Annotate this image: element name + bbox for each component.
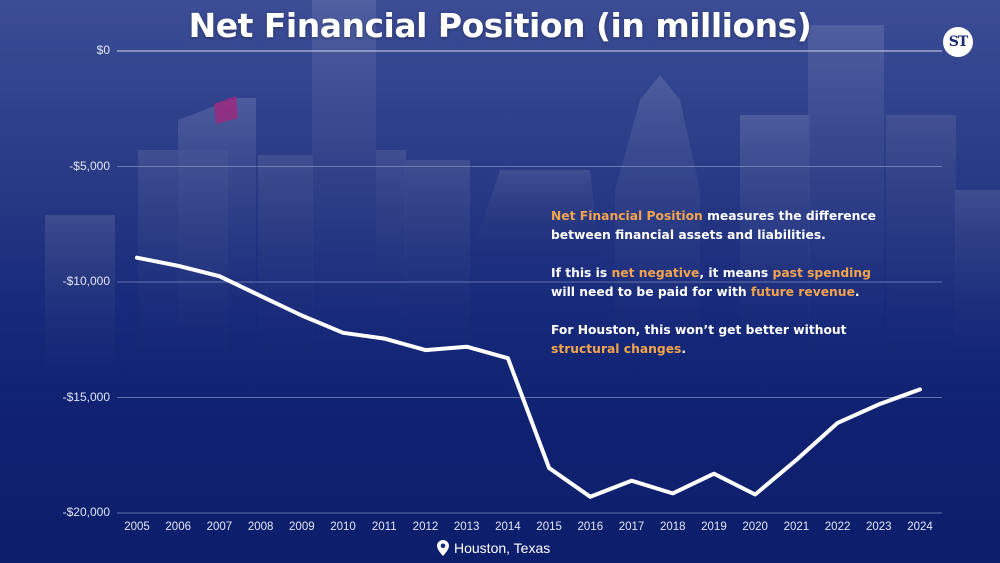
annotation-highlight: net negative: [611, 266, 700, 280]
x-tick-label: 2024: [907, 521, 933, 533]
data-point: [753, 492, 757, 497]
annotation-text: For Houston, this won’t get better witho…: [551, 323, 847, 337]
data-point: [382, 336, 386, 341]
x-tick-label: 2017: [618, 521, 645, 533]
x-tick-label: 2006: [165, 521, 191, 533]
annotation-text: measures the difference between financia…: [551, 209, 876, 242]
annotation-box: Net Financial Position measures the diff…: [551, 207, 891, 378]
x-tick-label: 2010: [330, 521, 356, 533]
data-point: [918, 387, 922, 392]
x-tick-label: 2015: [536, 521, 562, 533]
grid-lines: [117, 50, 942, 514]
annotation-text: , it means: [699, 266, 773, 280]
x-tick-label: 2011: [371, 521, 397, 533]
map-pin-icon: [437, 540, 449, 556]
annotation-highlight: future revenue: [750, 285, 855, 299]
x-tick-label: 2019: [701, 521, 727, 533]
x-tick-label: 2008: [247, 521, 274, 533]
x-tick-label: 2005: [124, 521, 150, 533]
y-tick-label: $0: [96, 43, 110, 57]
location-caption: Houston, Texas: [437, 540, 550, 556]
data-point: [300, 313, 304, 318]
annotation-text: .: [854, 285, 860, 299]
annotation-text: .: [681, 342, 687, 356]
x-tick-label: 2022: [824, 521, 851, 533]
x-tick-label: 2018: [659, 521, 686, 533]
data-point: [506, 356, 510, 360]
y-tick-label: -$15,000: [62, 389, 110, 404]
x-tick-label: 2009: [289, 521, 315, 533]
annotation-highlight: structural changes: [551, 342, 682, 356]
data-point: [423, 348, 428, 352]
x-tick-label: 2016: [577, 521, 604, 533]
data-point: [794, 458, 798, 462]
data-point: [671, 491, 675, 495]
data-point: [341, 331, 345, 335]
data-point: [588, 495, 592, 499]
houston-skyline-backdrop: [45, 0, 1000, 365]
annotation-highlight: past spending: [772, 266, 871, 280]
x-tick-label: 2007: [206, 521, 233, 533]
data-point: [259, 294, 263, 298]
series-group: [135, 255, 922, 499]
data-point: [465, 345, 469, 349]
data-point: [217, 274, 222, 278]
y-tick-label: -$5,000: [69, 158, 110, 173]
data-point: [135, 256, 139, 260]
data-point: [629, 479, 634, 483]
x-tick-label: 2014: [495, 521, 521, 533]
data-point: [877, 402, 881, 407]
x-tick-label: 2023: [865, 521, 892, 533]
data-point: [176, 264, 180, 268]
annotation-paragraph-3: For Houston, this won’t get better witho…: [551, 321, 891, 359]
data-point: [547, 466, 551, 470]
y-tick-label: -$10,000: [62, 274, 110, 288]
chart-title: Net Financial Position (in millions): [188, 6, 812, 45]
location-label: Houston, Texas: [454, 540, 551, 556]
data-point: [835, 421, 840, 425]
annotation-highlight: Net Financial Position: [551, 209, 703, 223]
x-tick-label: 2020: [742, 521, 768, 533]
brand-logo: ST: [943, 27, 973, 57]
x-tick-label: 2012: [412, 521, 439, 533]
data-point: [712, 472, 716, 476]
series-line: [135, 255, 922, 499]
y-tick-label: -$20,000: [62, 505, 110, 519]
x-tick-label: 2013: [453, 521, 480, 533]
x-tick-label: 2021: [783, 521, 810, 533]
annotation-paragraph-2: If this is net negative, it means past s…: [551, 264, 891, 302]
annotation-paragraph-1: Net Financial Position measures the diff…: [551, 207, 891, 245]
annotation-text: If this is: [551, 266, 612, 280]
annotation-text: will need to be paid for with: [551, 285, 751, 299]
